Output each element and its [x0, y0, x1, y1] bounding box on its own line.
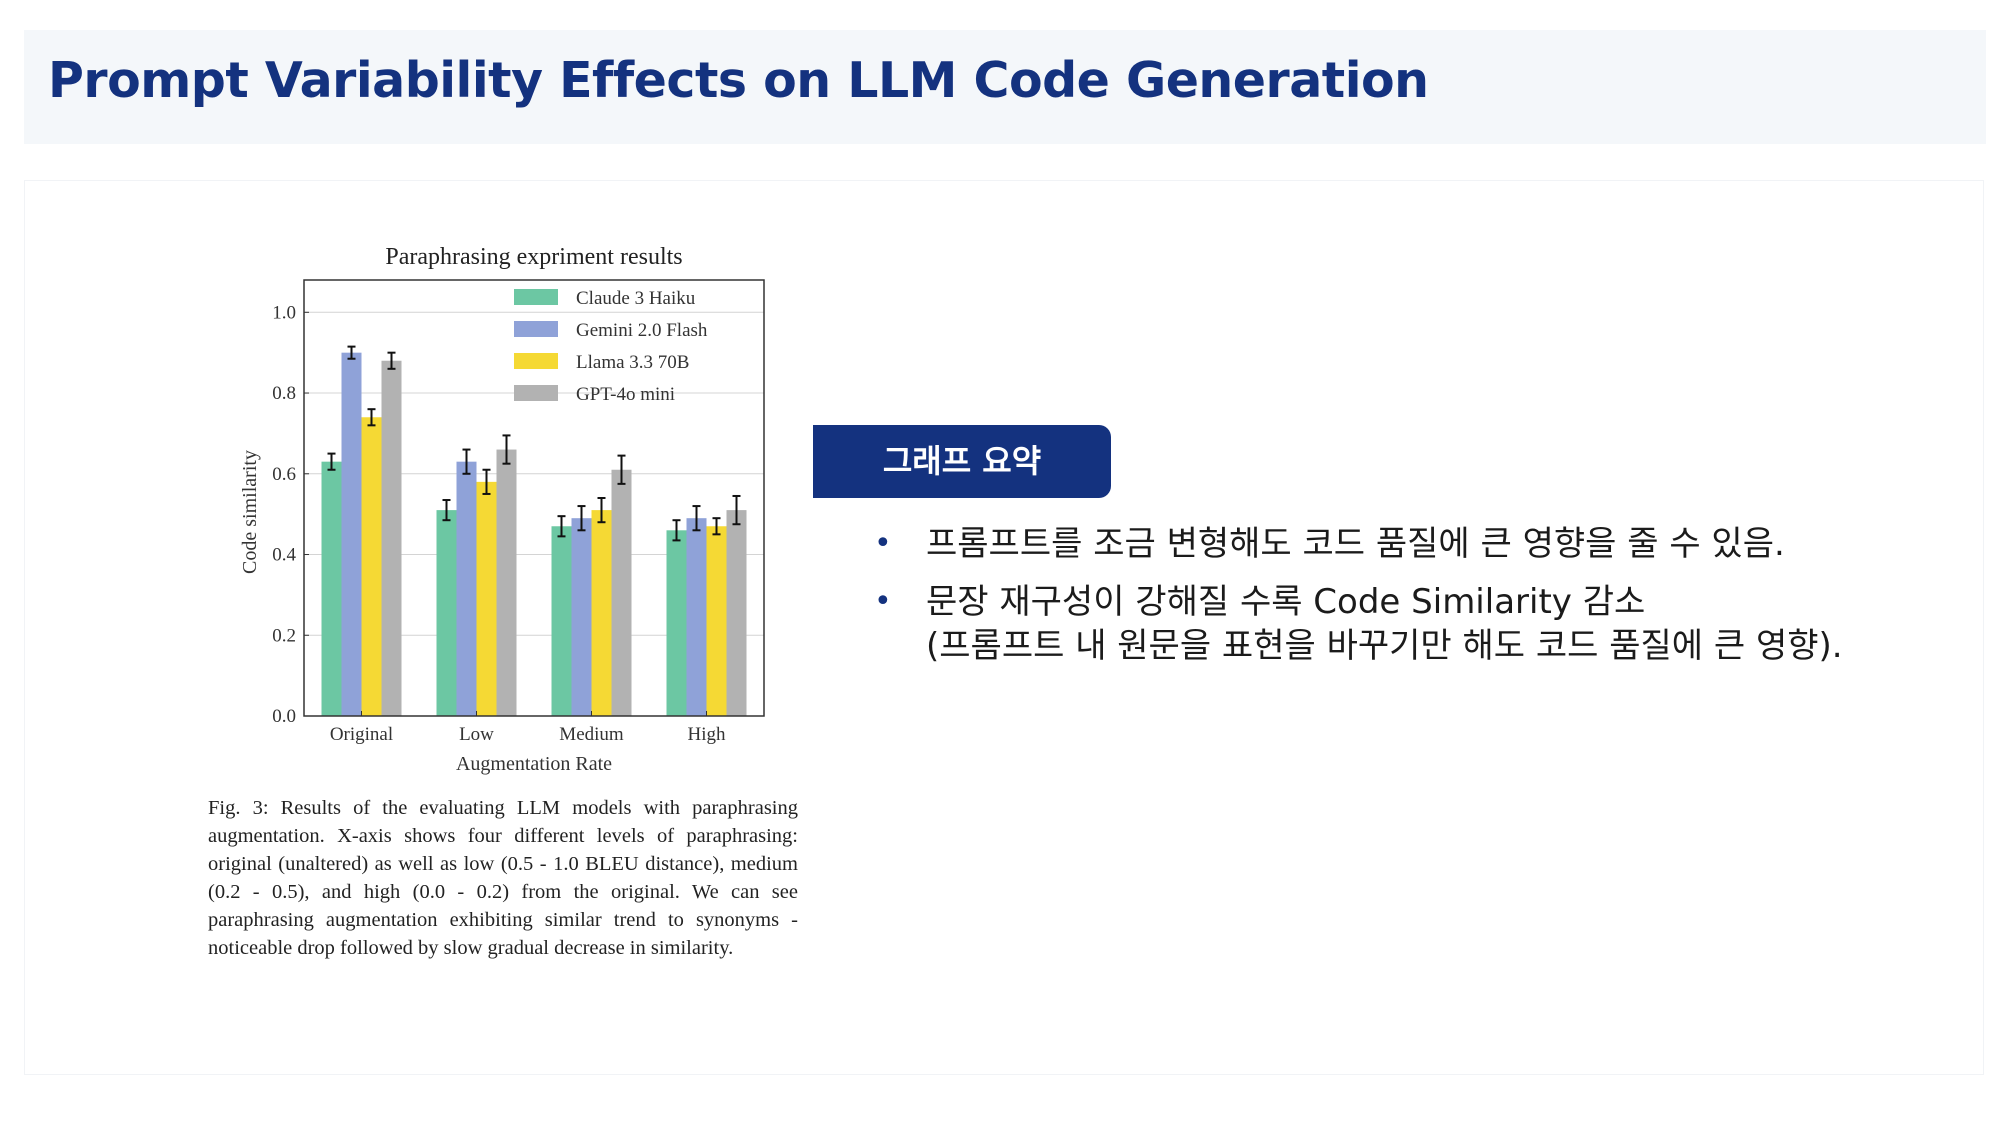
y-tick-label: 0.8: [272, 383, 296, 404]
bullet-dot-icon: •: [874, 526, 892, 561]
y-axis-label: Code similarity: [239, 450, 261, 574]
bar: [551, 526, 572, 716]
legend-label: GPT-4o mini: [576, 384, 675, 405]
slide-title: Prompt Variability Effects on LLM Code G…: [48, 52, 1429, 109]
bar: [361, 417, 382, 716]
plot-frame: [303, 279, 765, 717]
y-tick-label: 1.0: [272, 302, 296, 323]
y-tick-label: 0.4: [272, 545, 296, 566]
legend-swatch: [514, 289, 558, 305]
bar: [571, 518, 592, 716]
legend-label: Gemini 2.0 Flash: [576, 320, 708, 341]
x-tick-label: Low: [459, 724, 494, 745]
bullet-text: 문장 재구성이 강해질 수록 Code Similarity 감소: [926, 582, 1646, 622]
y-tick-label: 0.0: [272, 706, 296, 727]
bar: [321, 461, 342, 716]
bar: [726, 510, 747, 716]
summary-list: • 프롬프트를 조금 변형해도 코드 품질에 큰 영향을 줄 수 있음. • 문…: [874, 522, 1954, 682]
bar: [341, 352, 362, 716]
slide-header: Prompt Variability Effects on LLM Code G…: [24, 30, 1986, 144]
bullet-text: 프롬프트를 조금 변형해도 코드 품질에 큰 영향을 줄 수 있음.: [926, 524, 1785, 564]
bar: [496, 449, 517, 716]
y-tick-label: 0.2: [272, 625, 296, 646]
bar: [381, 360, 402, 716]
chart-title: Paraphrasing expriment results: [385, 244, 682, 270]
bullet-text-continued: (프롬프트 내 원문을 표현을 바꾸기만 해도 코드 품질에 큰 영향).: [926, 626, 1843, 666]
figure-caption: Fig. 3: Results of the evaluating LLM mo…: [208, 797, 798, 959]
bullet-dot-icon: •: [874, 584, 892, 619]
summary-label: 그래프 요약: [813, 425, 1111, 498]
bar: [706, 526, 727, 716]
legend-swatch: [514, 385, 558, 401]
legend-label: Llama 3.3 70B: [576, 352, 689, 373]
x-axis-label: Augmentation Rate: [456, 753, 612, 775]
x-tick-label: Medium: [559, 724, 624, 745]
legend-swatch: [514, 321, 558, 337]
bar: [591, 510, 612, 716]
bar: [476, 481, 497, 716]
bar-chart: Paraphrasing expriment results 0.0 0.2 0.4 0…: [239, 244, 765, 775]
x-tick-label: High: [688, 724, 727, 745]
bar: [611, 469, 632, 716]
legend-swatch: [514, 353, 558, 369]
summary-bullet: • 문장 재구성이 강해질 수록 Code Similarity 감소 (프롬프…: [874, 580, 1954, 668]
bar: [436, 510, 457, 716]
bar: [666, 530, 687, 716]
x-tick-label: Original: [330, 724, 393, 745]
bar: [686, 518, 707, 716]
legend-label: Claude 3 Haiku: [576, 288, 696, 309]
summary-bullet: • 프롬프트를 조금 변형해도 코드 품질에 큰 영향을 줄 수 있음.: [874, 522, 1954, 566]
bar: [456, 461, 477, 716]
y-tick-label: 0.6: [272, 464, 296, 485]
